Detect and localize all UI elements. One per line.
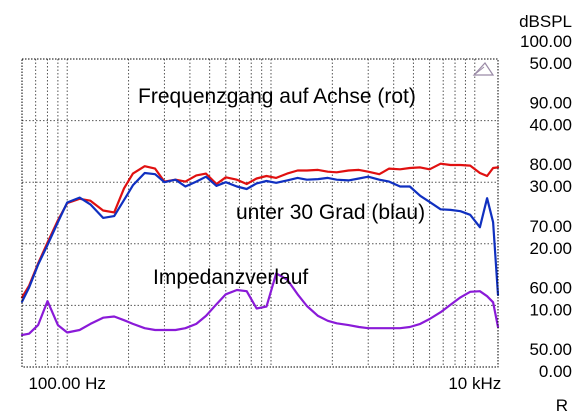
y-left-tick-label: 100.00 — [520, 32, 572, 51]
y-right-tick-label: 50.00 — [529, 54, 572, 73]
triangle-marker-icon — [472, 62, 495, 76]
annotation-impedance: Impedanzverlauf — [153, 266, 308, 289]
y-left-unit-label: dBSPL — [519, 12, 572, 31]
series-line-3 — [20, 272, 500, 337]
y-left-tick-label: 60.00 — [529, 278, 572, 297]
x-tick-labels: 100.00 Hz 10 kHz — [28, 374, 501, 393]
y-right-tick-label: 20.00 — [529, 239, 572, 258]
y-left-tick-label: 70.00 — [529, 217, 572, 236]
series-line-1 — [20, 162, 500, 299]
annotation-30-degree: unter 30 Grad (blau) — [236, 201, 425, 224]
annotation-frequency-response: Frequenzgang auf Achse (rot) — [138, 85, 416, 108]
series-line-2 — [20, 171, 500, 303]
series-group — [20, 162, 500, 337]
grid-lines — [22, 59, 498, 367]
plot-border — [21, 58, 499, 368]
y-left-tick-label: 80.00 — [529, 155, 572, 174]
y-right-tick-label: 30.00 — [529, 177, 572, 196]
x-tick-label: 100.00 Hz — [28, 374, 106, 393]
y-right-tick-label: 10.00 — [529, 300, 572, 319]
y-tick-labels: 100.00 50.00 90.00 40.00 80.00 30.00 70.00 20.0… — [520, 32, 572, 381]
y-right-unit-label: R — [556, 396, 568, 415]
x-tick-label: 10 kHz — [448, 374, 501, 393]
y-left-tick-label: 90.00 — [529, 94, 572, 113]
y-left-tick-label: 50.00 — [529, 340, 572, 359]
y-right-tick-label: 40.00 — [529, 116, 572, 135]
y-right-tick-label: 0.00 — [539, 362, 572, 381]
